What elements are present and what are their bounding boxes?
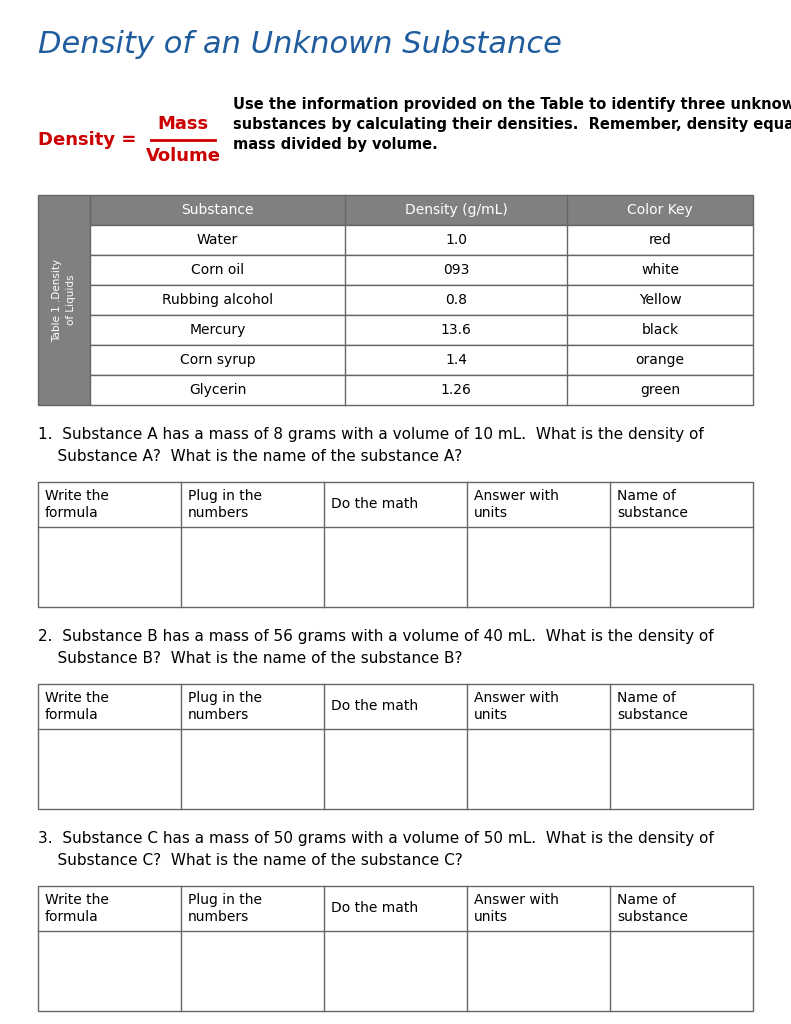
Text: Plug in the
numbers: Plug in the numbers bbox=[188, 488, 262, 520]
Text: Substance B?  What is the name of the substance B?: Substance B? What is the name of the sub… bbox=[38, 651, 463, 666]
Text: Do the math: Do the math bbox=[331, 901, 418, 915]
Text: Name of
substance: Name of substance bbox=[617, 488, 688, 520]
Text: green: green bbox=[640, 383, 680, 397]
Bar bbox=[90, 375, 753, 406]
Text: 0.8: 0.8 bbox=[445, 293, 467, 307]
Bar bbox=[38, 886, 753, 1011]
Text: Plug in the
numbers: Plug in the numbers bbox=[188, 893, 262, 924]
Text: 1.4: 1.4 bbox=[445, 353, 467, 367]
Text: 1.0: 1.0 bbox=[445, 233, 467, 247]
Text: 3.  Substance C has a mass of 50 grams with a volume of 50 mL.  What is the dens: 3. Substance C has a mass of 50 grams wi… bbox=[38, 831, 713, 846]
Text: Rubbing alcohol: Rubbing alcohol bbox=[162, 293, 273, 307]
Bar bbox=[90, 255, 753, 285]
Bar bbox=[38, 482, 753, 607]
Bar bbox=[90, 285, 753, 315]
Text: Do the math: Do the math bbox=[331, 699, 418, 714]
Text: Mercury: Mercury bbox=[189, 323, 246, 337]
Text: red: red bbox=[649, 233, 672, 247]
Text: Density =: Density = bbox=[38, 131, 136, 150]
Text: Substance A?  What is the name of the substance A?: Substance A? What is the name of the sub… bbox=[38, 449, 462, 464]
Text: Substance C?  What is the name of the substance C?: Substance C? What is the name of the sub… bbox=[38, 853, 463, 868]
Text: Yellow: Yellow bbox=[639, 293, 682, 307]
Bar bbox=[38, 195, 90, 406]
Text: 13.6: 13.6 bbox=[441, 323, 471, 337]
Text: Density of an Unknown Substance: Density of an Unknown Substance bbox=[38, 30, 562, 59]
Text: Volume: Volume bbox=[146, 147, 221, 165]
Text: Write the
formula: Write the formula bbox=[45, 691, 109, 722]
Text: Answer with
units: Answer with units bbox=[474, 893, 559, 924]
Bar bbox=[90, 195, 753, 225]
Bar bbox=[38, 684, 753, 809]
Text: 1.26: 1.26 bbox=[441, 383, 471, 397]
Text: Write the
formula: Write the formula bbox=[45, 488, 109, 520]
Text: Plug in the
numbers: Plug in the numbers bbox=[188, 691, 262, 722]
Text: Color Key: Color Key bbox=[627, 203, 693, 217]
Bar bbox=[90, 315, 753, 345]
Bar bbox=[90, 345, 753, 375]
Text: white: white bbox=[642, 263, 679, 278]
Text: Substance: Substance bbox=[181, 203, 254, 217]
Text: 2.  Substance B has a mass of 56 grams with a volume of 40 mL.  What is the dens: 2. Substance B has a mass of 56 grams wi… bbox=[38, 629, 713, 644]
Text: Name of
substance: Name of substance bbox=[617, 893, 688, 924]
Bar bbox=[90, 225, 753, 255]
Text: Name of
substance: Name of substance bbox=[617, 691, 688, 722]
Text: Answer with
units: Answer with units bbox=[474, 488, 559, 520]
Text: 1.  Substance A has a mass of 8 grams with a volume of 10 mL.  What is the densi: 1. Substance A has a mass of 8 grams wit… bbox=[38, 427, 704, 442]
Text: black: black bbox=[642, 323, 679, 337]
Text: Density (g/mL): Density (g/mL) bbox=[405, 203, 508, 217]
Text: Corn syrup: Corn syrup bbox=[180, 353, 255, 367]
Text: Corn oil: Corn oil bbox=[191, 263, 244, 278]
Text: mass divided by volume.: mass divided by volume. bbox=[233, 137, 437, 152]
Text: Do the math: Do the math bbox=[331, 498, 418, 512]
Text: substances by calculating their densities.  Remember, density equal: substances by calculating their densitie… bbox=[233, 117, 791, 132]
Text: orange: orange bbox=[636, 353, 685, 367]
Text: 093: 093 bbox=[443, 263, 470, 278]
Text: Glycerin: Glycerin bbox=[189, 383, 246, 397]
Text: Table 1 .Density
of Liquids: Table 1 .Density of Liquids bbox=[52, 258, 76, 342]
Text: Answer with
units: Answer with units bbox=[474, 691, 559, 722]
Text: Use the information provided on the Table to identify three unknown: Use the information provided on the Tabl… bbox=[233, 97, 791, 112]
Text: Write the
formula: Write the formula bbox=[45, 893, 109, 924]
Text: Water: Water bbox=[197, 233, 238, 247]
Text: Mass: Mass bbox=[157, 115, 209, 133]
